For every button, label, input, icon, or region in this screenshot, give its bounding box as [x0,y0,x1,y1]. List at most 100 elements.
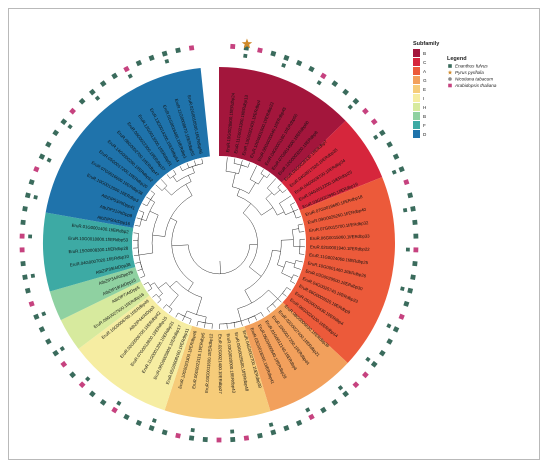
tree-branch [157,299,162,304]
tree-branch [133,254,139,257]
tree-branch-arc [154,282,163,294]
enanthus-marker [230,436,236,443]
enanthus-marker [60,118,68,126]
enanthus-marker [52,129,60,137]
enanthus-marker [283,425,290,432]
tree-branch-arc [171,181,192,196]
enanthus-marker [99,80,107,87]
tree-branch [279,195,292,204]
enanthus-marker [148,54,155,61]
leaf-label: EruR.03G0011500.1f/ERdbp12 [204,333,214,393]
subfamily-label: I [423,96,424,101]
sector-g-3 [244,302,348,412]
tree-branch [138,252,153,256]
sector-e-4 [164,325,271,419]
sector-a-2 [282,177,395,364]
tree-branch [293,274,299,277]
tree-branch [273,189,281,196]
enanthus-marker [295,419,303,427]
tree-branch [260,312,264,317]
subfamily-sectors [43,67,395,419]
tree-branch [240,160,243,166]
enanthus-marker-inner [281,62,287,68]
sector-d-9 [45,67,210,228]
enanthus-marker-inner [59,346,65,352]
enanthus-marker [38,326,46,333]
subfamily-swatch [413,94,420,102]
species-square-icon [448,83,452,88]
leaf-label: EruR.10G0028800.1f/ERdbp24 [225,92,236,153]
tree-branch-arc [156,294,162,300]
enanthus-marker [407,287,414,294]
tree-branch-arc [279,203,286,215]
arabidopsis-marker [243,435,250,441]
figure-frame: EruR.10G0028800.1f/ERdbp24 EruR.11G002130… [8,8,540,460]
tree-branch [141,219,147,221]
arabidopsis-marker [111,406,118,414]
tree-branch [179,166,183,171]
enanthus-marker [257,432,263,439]
species-markers [19,38,419,443]
tree-branch-arc [181,314,192,320]
tree-branch-arc [272,290,285,304]
enanthus-marker [148,425,155,432]
enanthus-marker-inner [94,95,101,101]
tree-branch-arc [281,261,287,274]
tree-branch [267,178,277,189]
tree-branch-arc [164,195,193,237]
tree-branch [238,164,242,174]
leaf-label: EruR.03G0020000.1f/ERdbp43 [226,333,237,394]
enanthus-marker-inner [46,157,52,163]
tree-branch [194,160,196,166]
tree-branch [261,207,274,216]
tree-branch [281,239,294,241]
enanthus-marker [22,206,28,212]
tree-branch-arc [237,289,269,309]
tree-branch [196,297,203,315]
tree-branch [185,184,193,196]
enanthus-marker [175,47,181,54]
enanthus-marker [188,435,195,441]
tree-branch [277,211,285,216]
tree-branch [290,280,295,284]
subfamily-legend-title: Subfamily [413,41,440,47]
enanthus-marker [45,141,52,148]
tree-branch [281,272,293,279]
tree-branch [225,157,228,172]
tree-branch [168,294,179,308]
tree-branch-arc [146,196,153,207]
tree-branch [293,266,301,270]
tree-branch [240,320,243,326]
species-circle-icon [448,77,452,81]
enanthus-marker-inner [402,207,408,213]
tree-branch [285,261,295,265]
enanthus-marker [52,349,60,357]
tree-branch [236,188,240,196]
species-square-icon [448,64,452,68]
enanthus-marker [378,129,386,137]
enanthus-marker [202,436,208,443]
enanthus-marker-inner [391,169,397,175]
enanthus-marker [123,413,130,421]
tree-branch-arc [290,204,296,215]
enanthus-marker [161,50,168,57]
leaf-label: EruR.02G0021400.1f/ERdbp27 [218,334,223,394]
tree-branch [169,280,177,288]
subfamily-swatch [413,103,420,111]
tree-branch-arc [293,260,297,268]
enanthus-marker-inner [151,418,157,424]
enanthus-marker [386,338,393,345]
tree-branch-arc [151,214,159,253]
subfamily-label: B [423,51,426,56]
tree-branch-arc [169,174,177,179]
arabidopsis-marker [123,65,130,73]
tree-branch [204,316,207,323]
enanthus-marker [320,406,327,414]
subfamily-label: F [423,123,426,128]
tree-branch [155,184,163,191]
enanthus-marker [392,326,400,333]
tree-branch [133,232,139,234]
tree-branch [187,282,194,292]
enanthus-marker [270,429,277,436]
